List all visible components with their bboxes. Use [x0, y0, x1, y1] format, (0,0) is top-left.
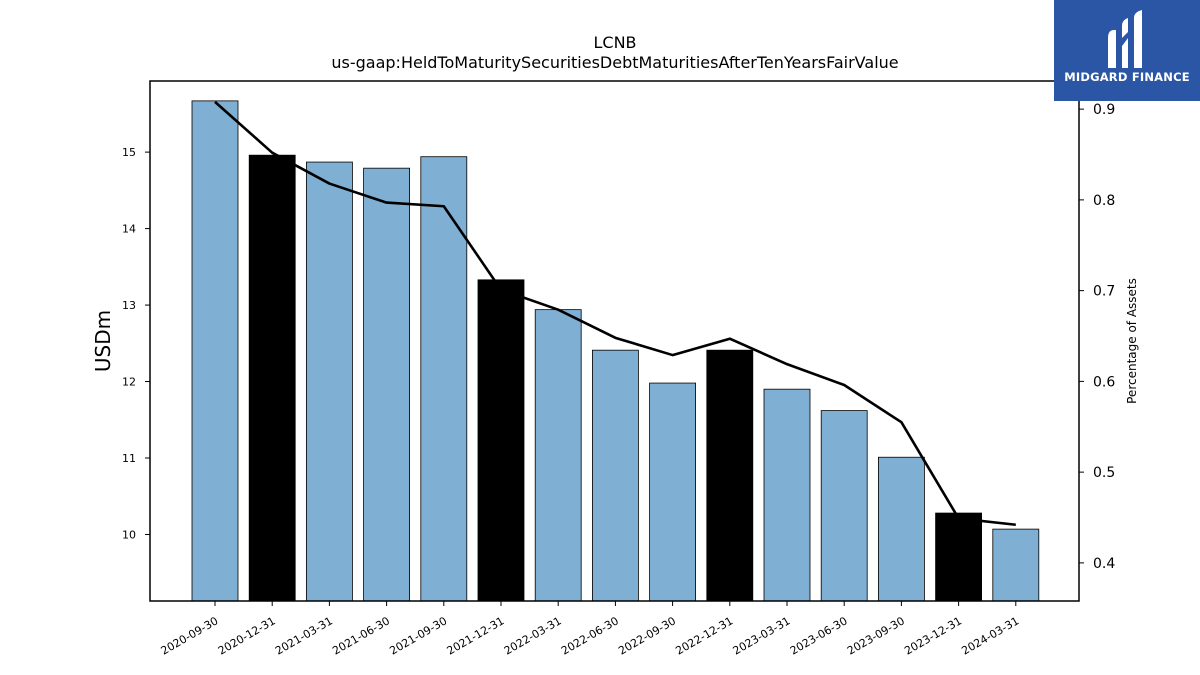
y-axis-label: USDm [91, 310, 115, 372]
y2-tick-label: 0.7 [1093, 284, 1115, 300]
y-tick-label: 15 [122, 146, 136, 159]
x-tick-label: 2021-12-31 [445, 614, 507, 657]
y-tick-label: 13 [122, 299, 136, 312]
y2-tick-label: 0.6 [1093, 374, 1115, 390]
y-axis-left: 10 11 12 13 14 15 [122, 146, 150, 541]
bar-2023-06-30 [820, 410, 868, 602]
y2-tick-label: 0.4 [1093, 556, 1115, 572]
x-tick-label: 2020-12-31 [216, 614, 278, 657]
percentage-of-assets-line [214, 100, 1016, 527]
plot-frame [149, 80, 1080, 602]
bar-2022-03-31 [534, 309, 582, 602]
midgard-finance-logo: MIDGARD FINANCE [1054, 0, 1200, 101]
x-tick-label: 2022-12-31 [673, 614, 735, 657]
x-axis: 2020-09-302020-12-312021-03-312021-06-30… [159, 601, 1021, 658]
bar-2024-03-31 [992, 528, 1040, 602]
x-tick-label: 2020-09-30 [159, 614, 221, 657]
bar-2022-06-30 [592, 349, 639, 602]
x-tick-label: 2021-09-30 [387, 614, 449, 657]
y-tick-label: 14 [122, 223, 136, 236]
y2-tick-label: 0.8 [1093, 193, 1115, 209]
y-tick-label: 11 [122, 452, 136, 465]
bar-2022-09-30 [649, 382, 696, 602]
bar-2023-12-31 [935, 512, 982, 602]
y-axis-right: 0.4 0.5 0.6 0.7 0.8 0.9 [1079, 102, 1115, 572]
bar-2021-12-31 [477, 279, 525, 602]
chart-title: LCNB [593, 33, 636, 52]
percentage-line-layer [214, 100, 1016, 527]
bars [191, 100, 1040, 602]
x-tick-label: 2023-06-30 [788, 614, 850, 657]
x-tick-label: 2021-06-30 [330, 614, 392, 657]
logo-text: MIDGARD FINANCE [1064, 70, 1190, 84]
bar-2023-09-30 [878, 456, 925, 602]
midgard-logo-icon [1108, 10, 1142, 68]
x-tick-label: 2024-03-31 [959, 614, 1021, 657]
bar-2021-09-30 [420, 156, 468, 602]
y-tick-label: 12 [122, 376, 136, 389]
bar-2021-06-30 [363, 167, 411, 602]
chart-subtitle: us-gaap:HeldToMaturitySecuritiesDebtMatu… [331, 53, 898, 72]
y2-tick-label: 0.9 [1093, 102, 1115, 118]
bar-2020-09-30 [191, 100, 239, 602]
y2-axis-label: Percentage of Assets [1125, 278, 1139, 404]
x-tick-label: 2023-03-31 [731, 614, 793, 657]
y-tick-label: 10 [122, 528, 136, 541]
x-tick-label: 2021-03-31 [273, 614, 335, 657]
y2-tick-label: 0.5 [1093, 465, 1115, 481]
bar-2023-03-31 [763, 388, 811, 602]
x-tick-label: 2023-12-31 [902, 614, 964, 657]
bar-2021-03-31 [305, 161, 353, 602]
x-tick-label: 2022-06-30 [559, 614, 621, 657]
x-tick-label: 2022-09-30 [616, 614, 678, 657]
x-tick-label: 2023-09-30 [845, 614, 907, 657]
bar-2020-12-31 [248, 154, 296, 602]
bar-2022-12-31 [706, 349, 754, 602]
x-tick-label: 2022-03-31 [502, 614, 564, 657]
